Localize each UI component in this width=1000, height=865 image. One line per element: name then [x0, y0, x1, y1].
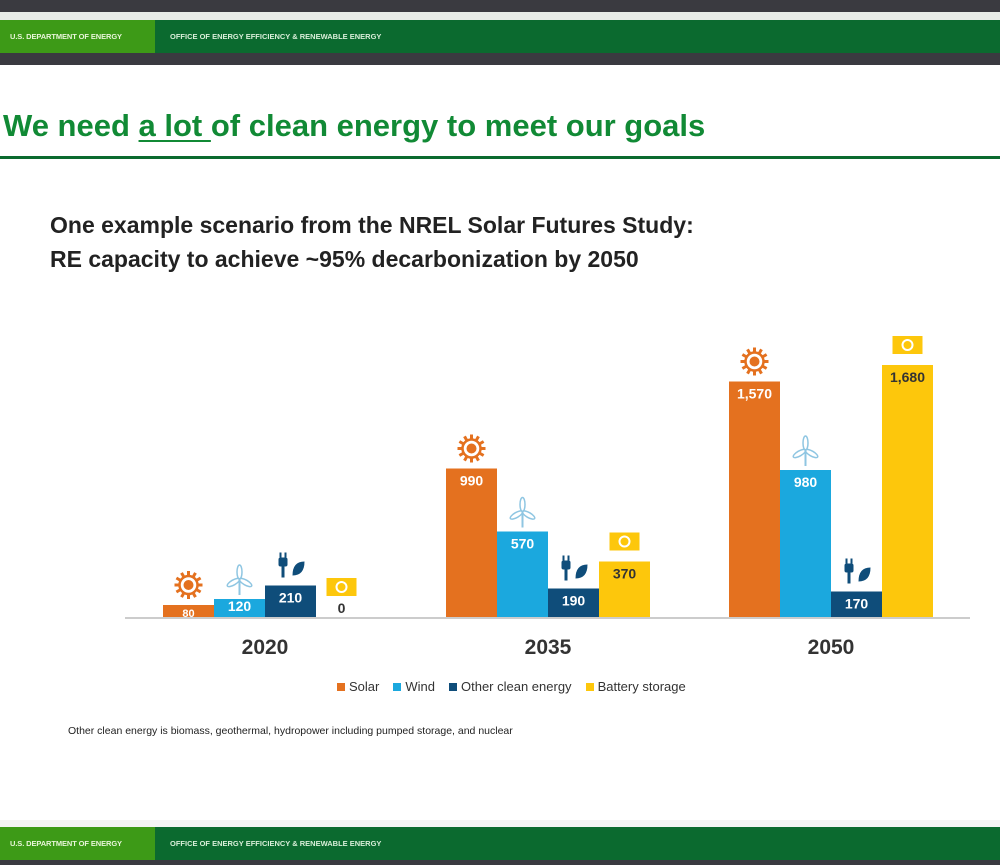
bar-value-label: 170 [845, 596, 869, 612]
battery-icon [892, 336, 923, 354]
bar-wind-2050 [780, 470, 831, 617]
legend-label: Wind [405, 679, 435, 694]
legend-swatch [448, 683, 457, 691]
x-tick-label-2035: 2035 [525, 636, 572, 659]
legend-item: Wind [393, 679, 435, 694]
bar-wind-2020 [214, 599, 265, 617]
bar-value-label: 0 [338, 600, 346, 616]
bar-value-label: 370 [613, 566, 637, 582]
bar-value-label: 990 [460, 473, 484, 489]
bar-value-label: 570 [511, 536, 535, 552]
bar-other-clean-energy-2050 [831, 591, 882, 617]
footnote: Other clean energy is biomass, geotherma… [68, 725, 513, 737]
footer-eere-label: OFFICE OF ENERGY EFFICIENCY & RENEWABLE … [170, 839, 382, 848]
plug-leaf-icon [278, 552, 305, 578]
bar-battery-storage-2035 [599, 561, 650, 617]
sun-icon [740, 347, 769, 376]
bar-wind-2035 [497, 531, 548, 617]
bar-value-label: 980 [794, 474, 818, 490]
footer-gap [0, 820, 1000, 828]
legend-item: Other clean energy [448, 679, 572, 694]
plug-leaf-icon [561, 555, 588, 581]
footer-doe-label: U.S. DEPARTMENT OF ENERGY [0, 827, 155, 860]
wind-turbine-icon [792, 435, 819, 466]
legend-item: Battery storage [585, 679, 686, 694]
sun-icon [457, 434, 486, 463]
subtitle-line-2: RE capacity to achieve ~95% decarbonizat… [50, 246, 639, 272]
footer-bar: U.S. DEPARTMENT OF ENERGY OFFICE OF ENER… [0, 827, 1000, 860]
legend-swatch [585, 683, 594, 691]
legend: Solar Wind Other clean energy Battery stora… [337, 679, 686, 694]
bar-value-label: 1,570 [737, 386, 772, 402]
battery-icon [609, 532, 640, 551]
bar-solar-2035 [446, 468, 497, 617]
wind-turbine-icon [509, 496, 536, 528]
bar-other-clean-energy-2020 [265, 585, 316, 617]
bar-solar-2020 [163, 605, 214, 617]
legend-label: Other clean energy [460, 679, 572, 694]
legend-swatch [337, 683, 345, 691]
doe-label: U.S. DEPARTMENT OF ENERGY [0, 20, 155, 53]
bar-other-clean-energy-2035 [548, 588, 599, 617]
subtitle-line-1: One example scenario from the NREL Solar… [50, 212, 694, 238]
battery-icon [326, 578, 357, 596]
x-tick-label-2020: 2020 [242, 636, 289, 659]
top-strip [0, 12, 1000, 20]
bar-battery-storage-2050 [882, 365, 933, 617]
bar-solar-2050 [729, 381, 780, 617]
wind-turbine-icon [226, 564, 253, 595]
header-shadow [0, 53, 1000, 65]
title-rule [0, 156, 1000, 159]
bar-chart: 80 990 1,570 120 570 980 210 190 170 0 370 1,680 202… [125, 336, 970, 659]
plug-leaf-icon [844, 558, 871, 584]
bar-value-label: 210 [279, 590, 303, 606]
eere-label: OFFICE OF ENERGY EFFICIENCY & RENEWABLE … [170, 32, 382, 41]
title-emphasis: a lot [138, 108, 211, 143]
legend-swatch [393, 683, 402, 691]
bar-value-label: 80 [182, 608, 194, 620]
bottom-frame [0, 860, 1000, 865]
legend-label: Battery storage [597, 679, 686, 694]
bar-value-label: 190 [562, 593, 586, 609]
top-frame [0, 0, 1000, 12]
bar-value-label: 120 [228, 598, 252, 614]
sun-icon [174, 571, 203, 599]
header-bar: U.S. DEPARTMENT OF ENERGY OFFICE OF ENER… [0, 20, 1000, 53]
x-tick-label-2050: 2050 [808, 636, 855, 659]
legend-item: Solar [337, 679, 379, 694]
bar-value-label: 1,680 [890, 369, 925, 385]
legend-label: Solar [349, 679, 380, 694]
slide-title: We need a lot of clean energy to meet ou… [3, 108, 706, 143]
